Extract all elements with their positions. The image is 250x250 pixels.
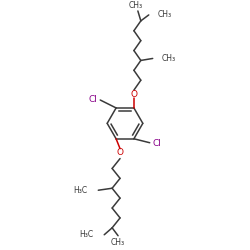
Text: H₃C: H₃C — [79, 230, 93, 239]
Text: CH₃: CH₃ — [111, 238, 125, 247]
Text: H₃C: H₃C — [73, 186, 88, 195]
Text: CH₃: CH₃ — [129, 0, 143, 10]
Text: Cl: Cl — [89, 94, 98, 104]
Text: O: O — [116, 148, 123, 157]
Text: O: O — [130, 90, 138, 98]
Text: CH₃: CH₃ — [158, 10, 172, 20]
Text: Cl: Cl — [152, 139, 161, 148]
Text: CH₃: CH₃ — [162, 54, 176, 63]
